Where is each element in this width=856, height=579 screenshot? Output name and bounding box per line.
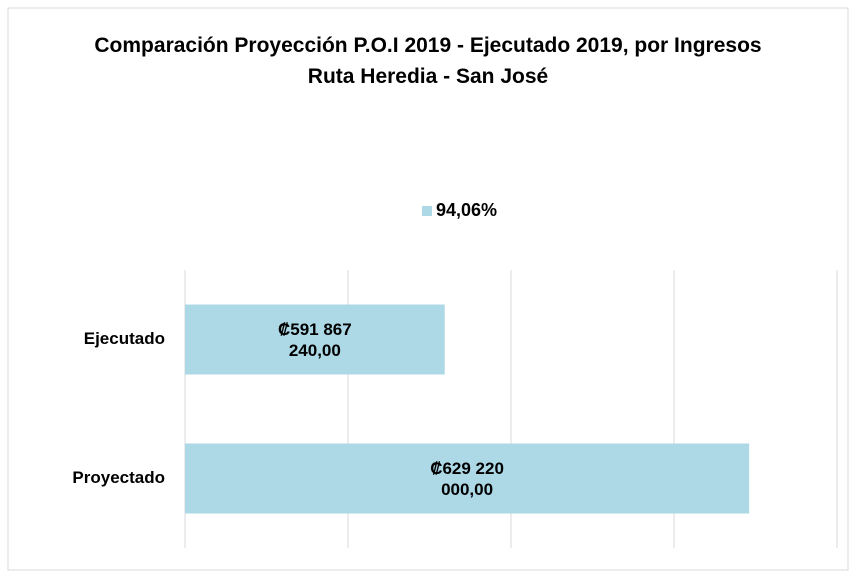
data-label: ₡629 220 000,00 [430, 458, 504, 499]
bar [185, 304, 445, 375]
data-label: ₡591 867 240,00 [277, 319, 352, 360]
legend-swatch [422, 206, 432, 216]
chart-title: Comparación Proyección P.O.I 2019 - Ejec… [94, 34, 762, 88]
y-tick-label: Proyectado [72, 467, 165, 487]
legend-label: 94,06% [436, 200, 498, 220]
bar [185, 443, 750, 514]
y-tick-label: Ejecutado [83, 328, 165, 348]
